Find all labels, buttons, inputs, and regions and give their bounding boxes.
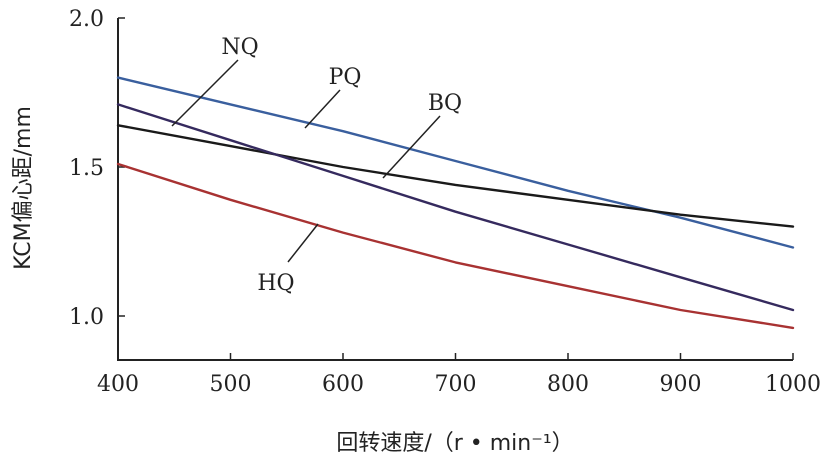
leader-line-bq bbox=[382, 115, 441, 179]
x-tick-label: 400 bbox=[97, 372, 139, 397]
series-label-pq: PQ bbox=[329, 65, 362, 90]
series-line-nq bbox=[116, 103, 795, 312]
x-tick-label: 800 bbox=[547, 372, 589, 397]
series-line-bq bbox=[116, 124, 795, 228]
x-ticks: 400 500 600 700 800 900 1000 bbox=[97, 353, 821, 397]
series-line-pq bbox=[116, 76, 795, 249]
y-axis-title: KCM偏心距/mm bbox=[11, 106, 36, 270]
y-tick-label: 2.0 bbox=[69, 7, 104, 32]
x-tick-label: 700 bbox=[435, 372, 477, 397]
axes bbox=[117, 18, 793, 361]
series-label-nq: NQ bbox=[221, 35, 258, 60]
y-ticks: 1.0 1.5 2.0 bbox=[69, 7, 125, 330]
y-tick-label: 1.5 bbox=[69, 156, 104, 181]
x-tick-label: 1000 bbox=[765, 372, 821, 397]
leader-line-pq bbox=[304, 89, 341, 129]
x-tick-label: 600 bbox=[322, 372, 364, 397]
series-label-hq: HQ bbox=[257, 271, 294, 296]
series-line-hq bbox=[116, 162, 795, 330]
x-tick-label: 500 bbox=[210, 372, 252, 397]
leader-line-hq bbox=[287, 223, 319, 263]
x-axis-title: 回转速度/（r • min⁻¹） bbox=[336, 431, 573, 456]
series-group bbox=[116, 76, 795, 330]
leader-line-nq bbox=[171, 59, 239, 127]
y-tick-label: 1.0 bbox=[69, 305, 104, 330]
x-tick-label: 900 bbox=[660, 372, 702, 397]
series-labels: PQ BQ NQ HQ bbox=[171, 35, 462, 296]
series-label-bq: BQ bbox=[428, 91, 462, 116]
